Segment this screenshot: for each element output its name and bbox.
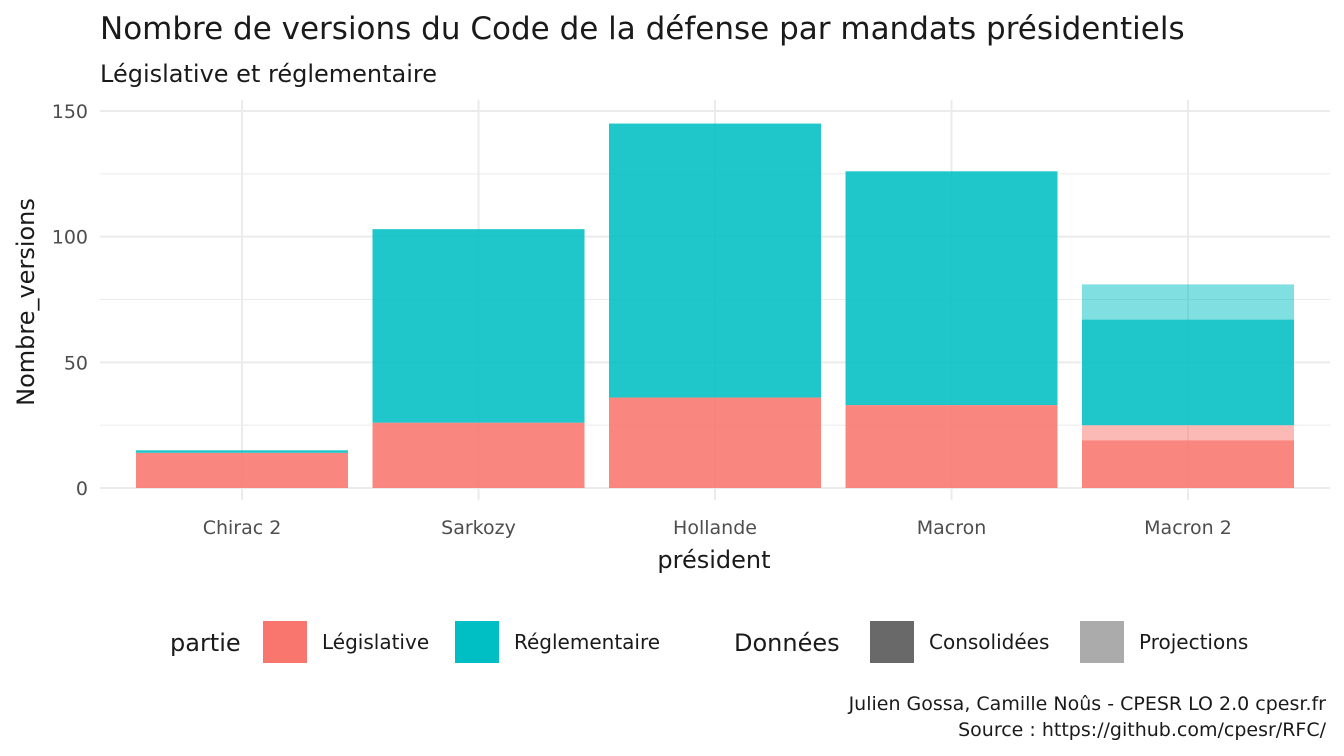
y-tick-label: 50 bbox=[64, 352, 88, 374]
y-axis-title: Nombre_versions bbox=[12, 198, 40, 406]
legend-label-projections: Projections bbox=[1139, 630, 1248, 654]
y-tick-label: 100 bbox=[52, 227, 88, 249]
x-tick-label: Macron 2 bbox=[1144, 517, 1232, 539]
bar-reglementaire-consolidees bbox=[1082, 319, 1294, 426]
x-tick-label: Macron bbox=[917, 517, 987, 539]
y-tick-labels: 0 50 100 150 bbox=[52, 101, 88, 500]
legend-label-reglementaire: Réglementaire bbox=[514, 630, 660, 654]
bar-reglementaire-consolidees bbox=[845, 171, 1058, 406]
bar-legislative-consolidees bbox=[845, 405, 1058, 488]
caption-authors: Julien Gossa, Camille Noûs - CPESR LO 2.… bbox=[848, 693, 1327, 715]
legend-title-partie: partie bbox=[170, 629, 241, 657]
legend-key-reglementaire bbox=[455, 621, 499, 663]
legend: partie Législative Réglementaire Données… bbox=[170, 621, 1248, 663]
x-tick-label: Chirac 2 bbox=[203, 517, 282, 539]
chart-subtitle: Législative et réglementaire bbox=[100, 60, 437, 88]
x-tick-labels: Chirac 2 Sarkozy Hollande Macron Macron 2 bbox=[203, 517, 1232, 539]
chart-title: Nombre de versions du Code de la défense… bbox=[100, 11, 1185, 47]
y-tick-label: 150 bbox=[52, 101, 88, 123]
caption-source: Source : https://github.com/cpesr/RFC/ bbox=[958, 719, 1327, 741]
bar-reglementaire-projections bbox=[1082, 284, 1294, 320]
bar-legislative-consolidees bbox=[372, 422, 585, 488]
bar-legislative-consolidees bbox=[136, 452, 348, 488]
legend-title-donnees: Données bbox=[734, 629, 840, 657]
bar-legislative-consolidees bbox=[609, 397, 821, 488]
bar-reglementaire-consolidees bbox=[609, 123, 821, 398]
legend-key-projections bbox=[1080, 621, 1124, 663]
x-axis-title: président bbox=[657, 546, 770, 574]
bar-legislative-projections bbox=[1082, 425, 1294, 441]
legend-key-consolidees bbox=[870, 621, 914, 663]
y-tick-label: 0 bbox=[76, 478, 88, 500]
bar-reglementaire-consolidees bbox=[372, 229, 585, 423]
bar-reglementaire-consolidees bbox=[136, 450, 348, 453]
legend-key-legislative bbox=[263, 621, 307, 663]
bars bbox=[136, 123, 1294, 488]
x-tick-label: Hollande bbox=[673, 517, 757, 539]
legend-label-legislative: Législative bbox=[322, 630, 429, 654]
legend-label-consolidees: Consolidées bbox=[929, 630, 1049, 654]
bar-legislative-consolidees bbox=[1082, 440, 1294, 488]
x-tick-label: Sarkozy bbox=[441, 517, 516, 539]
